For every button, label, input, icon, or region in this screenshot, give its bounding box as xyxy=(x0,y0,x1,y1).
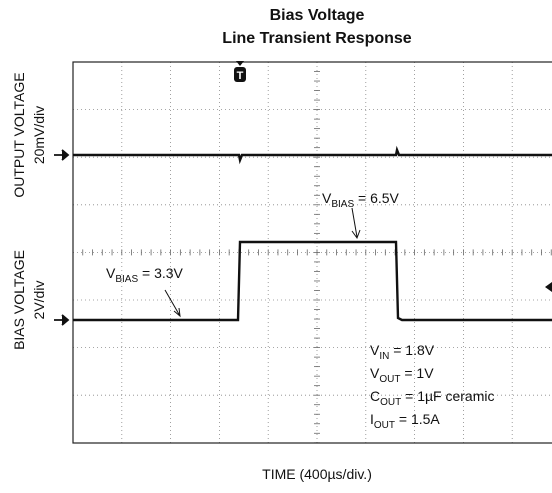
y-label: 20mV/div xyxy=(31,106,47,164)
annotation-sub: OUT xyxy=(374,420,395,431)
ch2-marker xyxy=(54,314,70,326)
annotation: COUT = 1µF ceramic xyxy=(370,388,495,408)
arrow xyxy=(351,207,361,240)
annotation-main: V xyxy=(106,265,116,281)
annotation: VIN = 1.8V xyxy=(370,342,435,362)
annotation-sub: IN xyxy=(379,351,389,362)
title-line: Bias Voltage xyxy=(270,7,365,24)
annotation-rest: = 1µF ceramic xyxy=(401,388,494,404)
annotation-sub: BIAS xyxy=(115,274,138,285)
annotation-sub: OUT xyxy=(380,397,401,408)
annotation-rest: = 1.8V xyxy=(389,342,434,358)
level-marker xyxy=(545,282,552,292)
grid xyxy=(73,62,552,444)
trigger-box xyxy=(234,67,246,82)
annotation: VBIAS = 3.3V xyxy=(106,265,184,285)
x-label: TIME (400µs/div.) xyxy=(262,466,372,482)
annotation-main: V xyxy=(370,365,380,381)
annotation-rest: = 1V xyxy=(400,365,434,381)
output-trace xyxy=(73,145,552,165)
ch1-marker xyxy=(54,149,70,161)
annotation-sub: OUT xyxy=(379,374,400,385)
y-label: OUTPUT VOLTAGE xyxy=(11,72,27,197)
annotation-rest: = 6.5V xyxy=(354,190,399,206)
annotation-main: V xyxy=(370,342,380,358)
y-label: BIAS VOLTAGE xyxy=(11,250,27,350)
trigger-label: T xyxy=(237,70,244,82)
annotation-main: C xyxy=(370,388,380,404)
y-label: 2V/div xyxy=(31,281,47,320)
annotation: IOUT = 1.5A xyxy=(370,411,440,431)
annotation: VBIAS = 6.5V xyxy=(322,190,400,210)
annotation-rest: = 3.3V xyxy=(138,265,183,281)
bias-trace xyxy=(73,240,552,322)
frame xyxy=(72,61,552,444)
annotation-main: V xyxy=(322,190,332,206)
arrow xyxy=(164,289,181,318)
annotation: VOUT = 1V xyxy=(370,365,434,385)
annotation-rest: = 1.5A xyxy=(395,411,440,427)
title-line: Line Transient Response xyxy=(222,30,411,47)
annotation-main: I xyxy=(370,411,374,427)
traces xyxy=(73,145,552,322)
trigger-pointer xyxy=(236,61,244,66)
annotation-sub: BIAS xyxy=(331,199,354,210)
